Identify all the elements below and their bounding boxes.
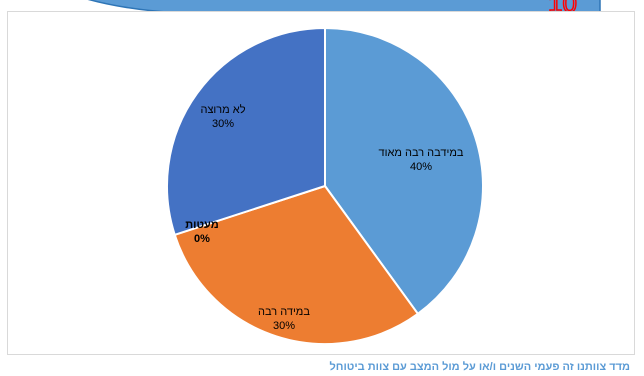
- slice-value-label: 30%: [212, 118, 234, 130]
- slice-category-label: לא מרוצה: [200, 103, 245, 116]
- slice-category-label: במידבה רבה מאוד: [379, 147, 464, 159]
- slice-category-label: במידה רבה: [258, 306, 310, 318]
- slice-category-label: מעטות: [185, 219, 218, 231]
- slice-value-label: 40%: [410, 161, 432, 173]
- pie-chart: במידבה רבה מאוד 40% במידה רבה 30% מעטות 0% לא …: [166, 26, 484, 345]
- slice-value-label: 0%: [194, 233, 210, 245]
- chart-frame: במידבה רבה מאוד 40% במידה רבה 30% מעטות 0% לא …: [7, 11, 635, 355]
- pie-slice: [166, 26, 326, 237]
- footer-caption: מדד צוותנו זה פעמי השנים ו/או על מול המצ…: [329, 361, 630, 373]
- pie-slice: [324, 26, 484, 316]
- slice-value-label: 30%: [273, 320, 295, 332]
- pie-slice: [173, 184, 420, 345]
